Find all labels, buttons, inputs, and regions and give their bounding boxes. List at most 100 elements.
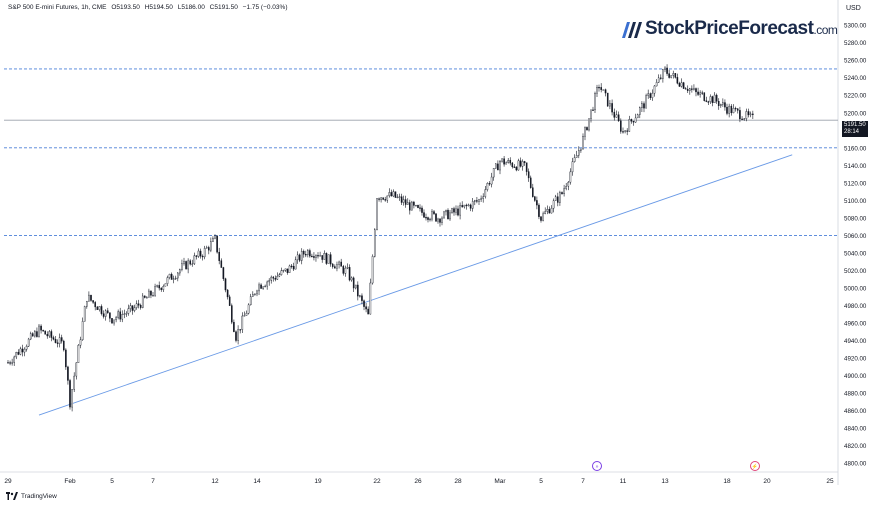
candle-body	[121, 314, 124, 320]
candle-body	[602, 89, 605, 91]
candle-body	[152, 294, 154, 297]
candle-body	[79, 339, 82, 346]
candle-body	[501, 158, 503, 162]
candle-body	[386, 195, 389, 201]
candle-body	[266, 281, 268, 287]
y-tick-label: 5160.00	[844, 145, 867, 152]
candle-body	[282, 269, 285, 272]
candle-body	[199, 250, 202, 257]
candle-body	[521, 161, 524, 167]
x-tick-label: 20	[763, 478, 771, 485]
currency-label[interactable]: USD	[846, 5, 861, 12]
candle-body	[713, 94, 716, 104]
candle-body	[156, 285, 158, 287]
candle-body	[628, 119, 631, 132]
logo-text: StockPriceForecast.com	[645, 18, 838, 39]
candle-body	[111, 318, 113, 324]
candle-body	[492, 168, 495, 178]
y-tick-label: 4860.00	[844, 408, 867, 415]
candle-body	[542, 213, 544, 221]
candle-body	[739, 110, 741, 120]
candle-body	[534, 196, 536, 201]
candle-body	[319, 255, 321, 257]
candle-body	[584, 127, 586, 137]
candle-body	[457, 208, 459, 216]
candle-body	[639, 107, 641, 115]
trend-line[interactable]	[38, 154, 793, 416]
x-tick-label: 7	[151, 478, 155, 485]
candle-body	[604, 89, 607, 94]
candle-body	[258, 284, 260, 292]
candle-body	[617, 114, 620, 122]
candle-body	[334, 266, 336, 269]
candle-body	[461, 205, 464, 208]
candle-body	[228, 296, 231, 306]
candle-body	[359, 295, 361, 297]
candle-body	[695, 88, 697, 93]
candle-body	[280, 270, 283, 275]
candle-body	[622, 131, 624, 133]
x-tick-label: 29	[4, 478, 12, 485]
candle-body	[268, 280, 271, 283]
close-value: C5191.50	[209, 4, 238, 11]
candle-body	[233, 321, 235, 332]
candle-body	[135, 303, 138, 308]
candle-body	[620, 120, 622, 132]
x-tick-label: 25	[826, 478, 834, 485]
candle-body	[90, 294, 92, 301]
candle-body	[471, 201, 474, 209]
candle-body	[455, 208, 457, 213]
candle-body	[371, 256, 374, 284]
dividend-event-icon[interactable]: ⚡	[750, 461, 760, 471]
candle-body	[529, 177, 532, 188]
candle-body	[378, 198, 380, 200]
candle-body	[427, 217, 429, 220]
candle-body	[313, 256, 315, 258]
candle-body	[482, 196, 485, 199]
candle-body	[497, 163, 499, 171]
candle-body	[239, 329, 242, 331]
candle-body	[484, 189, 487, 197]
candle-body	[586, 127, 588, 131]
candle-body	[197, 250, 200, 257]
candle-body	[361, 295, 363, 301]
candle-body	[682, 82, 685, 89]
tradingview-footer[interactable]: TradingView	[6, 492, 57, 500]
high-value: H5194.50	[144, 4, 173, 11]
candle-body	[732, 108, 735, 114]
candle-body	[133, 307, 136, 311]
candle-body	[241, 315, 244, 330]
candle-body	[634, 117, 637, 123]
candle-body	[235, 331, 237, 341]
bar-countdown: 28:14	[844, 129, 860, 135]
candle-body	[354, 284, 357, 289]
candle-body	[707, 101, 710, 103]
candle-body	[532, 187, 534, 197]
candle-body	[565, 186, 567, 189]
candle-body	[741, 118, 743, 120]
candle-body	[46, 334, 49, 337]
candle-body	[162, 286, 165, 290]
candle-body	[435, 213, 437, 222]
candle-body	[237, 329, 239, 341]
economic-event-icon[interactable]: »	[592, 461, 602, 471]
candle-body	[218, 251, 221, 261]
y-tick-label: 4880.00	[844, 391, 867, 398]
candle-body	[546, 208, 549, 212]
candle-body	[264, 285, 266, 288]
candle-body	[400, 196, 403, 203]
candle-body	[548, 208, 551, 214]
candle-body	[195, 255, 198, 257]
candle-body	[276, 275, 279, 280]
candle-body	[315, 255, 317, 258]
candle-body	[693, 88, 695, 90]
y-tick-label: 5020.00	[844, 268, 867, 275]
candle-body	[613, 111, 616, 118]
candle-body	[513, 166, 516, 168]
y-tick-label: 5040.00	[844, 250, 867, 257]
candle-body	[109, 312, 111, 319]
candle-body	[557, 196, 559, 203]
candle-body	[664, 67, 666, 70]
